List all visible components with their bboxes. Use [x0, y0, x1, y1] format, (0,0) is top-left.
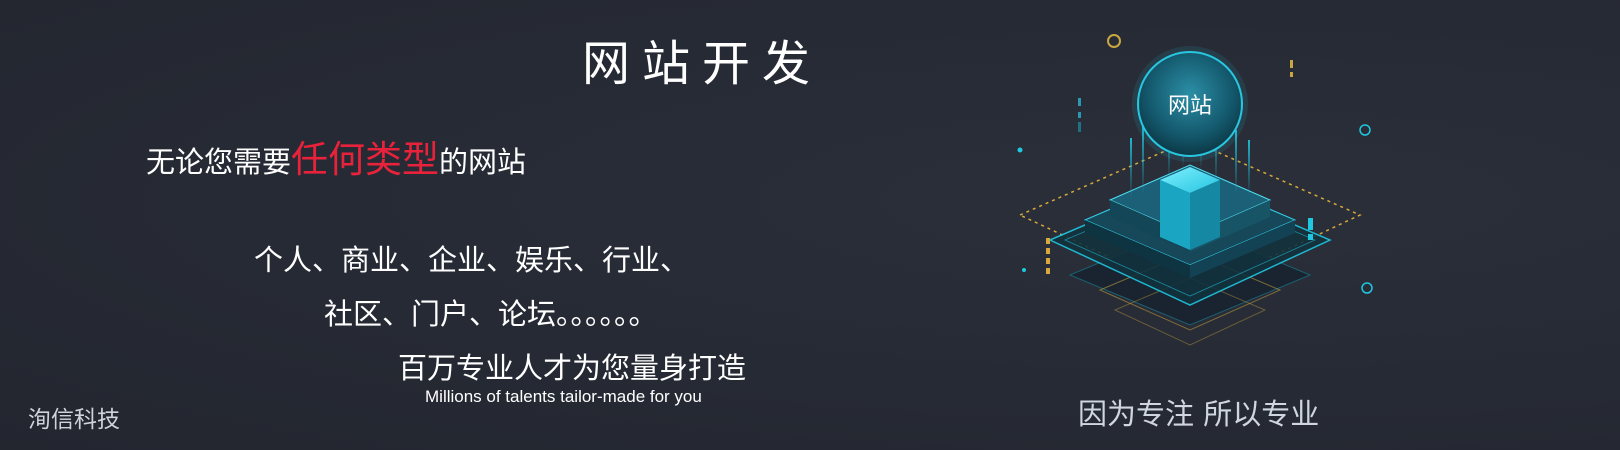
site-types-line-2: 社区、门户、论坛。。。。。。 [324, 297, 658, 331]
subtitle-highlight: 任何类型 [291, 138, 440, 181]
subtitle-prefix: 无论您需要 [146, 145, 292, 179]
server-stack-illustration-icon: 网站 [1017, 34, 1373, 346]
site-types-line-1: 个人、商业、企业、娱乐、行业、 [254, 243, 690, 277]
page-title: 网站开发 [582, 36, 823, 92]
slogan-chinese: 百万专业人才为您量身打造 [398, 351, 747, 385]
brand-name: 洵信科技 [28, 407, 120, 433]
slogan-english: Millions of talents tailor-made for you [425, 387, 702, 406]
subtitle-suffix: 的网站 [439, 145, 527, 179]
decor-circle-gold [1107, 34, 1121, 48]
subtitle: 无论您需要任何类型的网站 [146, 140, 526, 182]
orb-label: 网站 [1168, 94, 1212, 119]
tagline: 因为专注 所以专业 [1078, 397, 1320, 431]
